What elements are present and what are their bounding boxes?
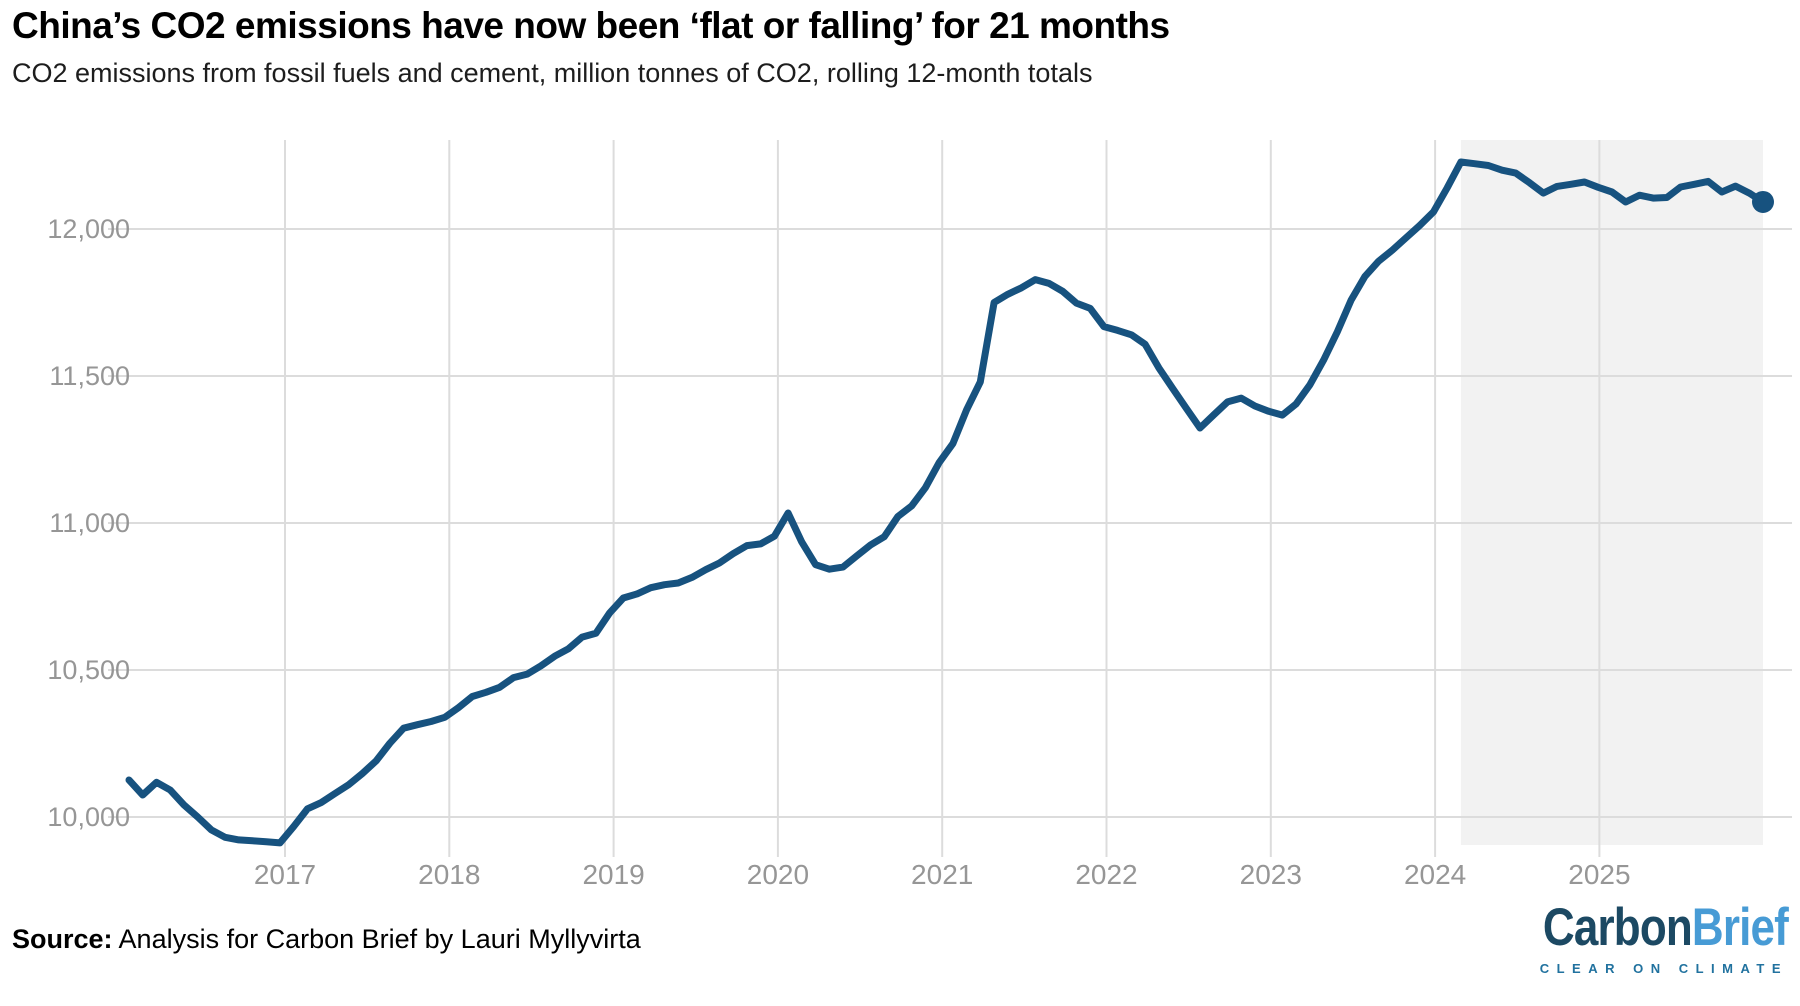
y-axis-tick-label: 10,500 [47,655,130,685]
chart-subtitle: CO2 emissions from fossil fuels and ceme… [12,58,1093,88]
source-note: Source: Analysis for Carbon Brief by Lau… [12,924,641,955]
y-axis-tick-label: 11,500 [49,361,130,391]
x-axis-tick-label: 2020 [747,859,809,890]
x-axis-tick-label: 2019 [582,859,644,890]
y-axis-tick-label: 10,000 [47,802,130,832]
chart-title: China’s CO2 emissions have now been ‘fla… [12,5,1170,46]
x-axis-tick-label: 2025 [1568,859,1630,890]
carbonbrief-logo: CarbonBrief CLEAR ON CLIMATE [1388,898,1789,976]
y-axis-tick-label: 12,000 [47,214,130,244]
x-axis-tick-label: 2018 [418,859,480,890]
x-axis-tick-label: 2023 [1240,859,1302,890]
source-text: Analysis for Carbon Brief by Lauri Mylly… [112,924,641,954]
x-axis-tick-label: 2017 [254,859,316,890]
carbonbrief-logo-wordmark: CarbonBrief [1456,898,1789,959]
highlight-region [1460,140,1763,845]
x-axis-tick-label: 2022 [1075,859,1137,890]
latest-value-dot [1752,190,1774,213]
x-axis-tick-label: 2024 [1404,859,1466,890]
logo-tagline: CLEAR ON CLIMATE [1539,960,1788,976]
logo-carbon-text: Carbon [1542,898,1693,957]
emissions-line [125,158,1767,847]
y-axis-tick-label: 11,000 [49,508,130,538]
logo-brief-text: Brief [1691,898,1789,957]
x-axis-tick-label: 2021 [911,859,973,890]
source-label: Source: [12,924,113,954]
